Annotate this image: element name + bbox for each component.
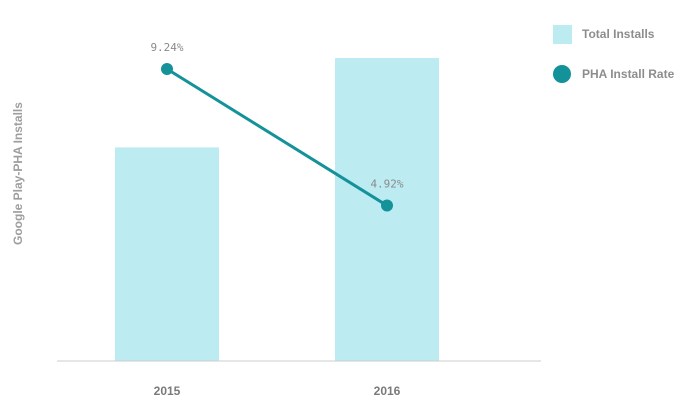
legend-item-total-installs: Total Installs (553, 20, 674, 48)
data-label-2016: 4.92% (370, 178, 403, 191)
legend-label-total-installs: Total Installs (582, 27, 655, 41)
line-layer: 9.24% 4.92% (150, 41, 404, 212)
legend-swatch-dot (553, 65, 571, 83)
line-pha-install-rate (166, 67, 388, 207)
point-2015 (161, 63, 173, 76)
point-2016 (381, 199, 393, 212)
y-axis-label: Google Play-PHA Installs (11, 102, 25, 245)
x-ticks-layer: 2015 2016 (154, 384, 401, 398)
legend: Total Installs PHA Install Rate (553, 20, 674, 100)
legend-swatch-bar (553, 24, 572, 44)
legend-label-pha-install-rate: PHA Install Rate (582, 67, 675, 81)
x-tick-label-2015: 2015 (154, 384, 181, 398)
bar-2015 (115, 147, 219, 361)
data-label-2015: 9.24% (150, 41, 183, 54)
legend-item-pha-install-rate: PHA Install Rate (553, 60, 674, 88)
x-tick-label-2016: 2016 (374, 384, 401, 398)
